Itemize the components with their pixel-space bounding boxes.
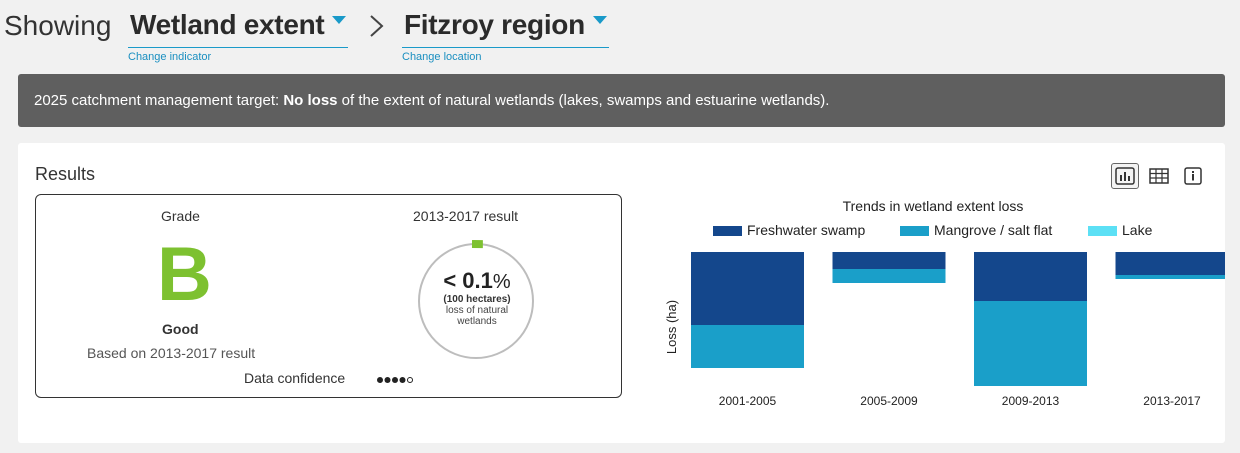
target-banner: 2025 catchment management target: No los… [18, 74, 1225, 127]
x-tick-label: 2005-2009 [860, 394, 918, 408]
result-period-label: 2013-2017 result [413, 208, 519, 224]
legend-swatch [713, 226, 742, 236]
table-view-button[interactable] [1145, 163, 1173, 189]
grade-word: Good [162, 321, 199, 337]
location-selector[interactable]: Fitzroy region Change location [402, 6, 609, 63]
bar-segment [974, 301, 1087, 386]
result-gauge [418, 240, 534, 359]
showing-label: Showing [4, 10, 112, 41]
wetland-loss-chart: Trends in wetland extent loss Freshwater … [664, 198, 1225, 408]
target-prefix: 2025 catchment management target: [34, 92, 284, 109]
data-confidence-dots [377, 377, 413, 383]
table-icon[interactable] [1149, 167, 1169, 185]
view-toggle [1111, 163, 1207, 189]
location-dropdown[interactable]: Fitzroy region [402, 6, 609, 48]
bar-segment [691, 325, 804, 368]
confidence-dot-empty [407, 377, 413, 383]
result-hectares: (100 hectares) [443, 294, 511, 305]
confidence-dot-filled [399, 377, 406, 383]
info-view-button[interactable] [1179, 163, 1207, 189]
header: Showing Wetland extent Change indicator … [0, 0, 1240, 72]
result-value-number: < 0.1 [443, 268, 493, 293]
chevron-right-icon [370, 15, 384, 37]
results-title: Results [35, 164, 96, 184]
bar-chart-icon[interactable] [1115, 167, 1135, 185]
results-card: Results [18, 143, 1225, 443]
legend-swatch [1088, 226, 1117, 236]
legend-label: Lake [1122, 222, 1153, 238]
bar-segment [1115, 275, 1225, 279]
y-axis-label: Loss (ha) [664, 300, 679, 354]
bar-chart-view-button[interactable] [1111, 163, 1139, 189]
gauge-text: < 0.1% (100 hectares) loss of natural we… [418, 268, 536, 327]
bar-segment [832, 252, 946, 269]
data-confidence-label: Data confidence [244, 370, 346, 386]
confidence-dot-filled [377, 377, 383, 383]
x-tick-label: 2009-2013 [1002, 394, 1060, 408]
location-value[interactable]: Fitzroy region [404, 8, 585, 40]
result-value: < 0.1% [418, 268, 536, 294]
indicator-value[interactable]: Wetland extent [130, 8, 325, 40]
target-suffix: of the extent of natural wetlands (lakes… [337, 92, 830, 109]
target-bold: No loss [283, 92, 338, 109]
caret-down-icon[interactable] [592, 15, 607, 24]
bar-segment [691, 252, 804, 325]
bar-segment [1115, 252, 1225, 275]
bar-segment [974, 252, 1087, 301]
change-location-link[interactable]: Change location [402, 51, 482, 63]
bar-segment [832, 269, 946, 283]
x-tick-label: 2001-2005 [719, 394, 777, 408]
result-unit: % [492, 271, 511, 293]
legend-label: Mangrove / salt flat [934, 222, 1052, 238]
legend-label: Freshwater swamp [747, 222, 865, 238]
grade-label: Grade [161, 208, 200, 224]
change-indicator-link[interactable]: Change indicator [128, 51, 212, 63]
info-icon[interactable] [1183, 167, 1203, 185]
x-tick-label: 2013-2017 [1143, 394, 1201, 408]
indicator-dropdown[interactable]: Wetland extent [128, 6, 349, 48]
result-desc-line1: loss of natural [445, 305, 509, 316]
indicator-selector[interactable]: Wetland extent Change indicator [128, 6, 349, 63]
caret-down-icon[interactable] [332, 15, 347, 24]
grade-letter: B [157, 232, 212, 317]
confidence-dot-filled [392, 377, 398, 383]
legend-swatch [900, 226, 929, 236]
result-desc-line2: wetlands [457, 316, 497, 327]
chart-title: Trends in wetland extent loss [843, 198, 1024, 214]
result-summary-box: Grade B Good Based on 2013-2017 result 2… [35, 194, 622, 398]
grade-basis: Based on 2013-2017 result [87, 345, 256, 361]
confidence-dot-filled [384, 377, 391, 383]
